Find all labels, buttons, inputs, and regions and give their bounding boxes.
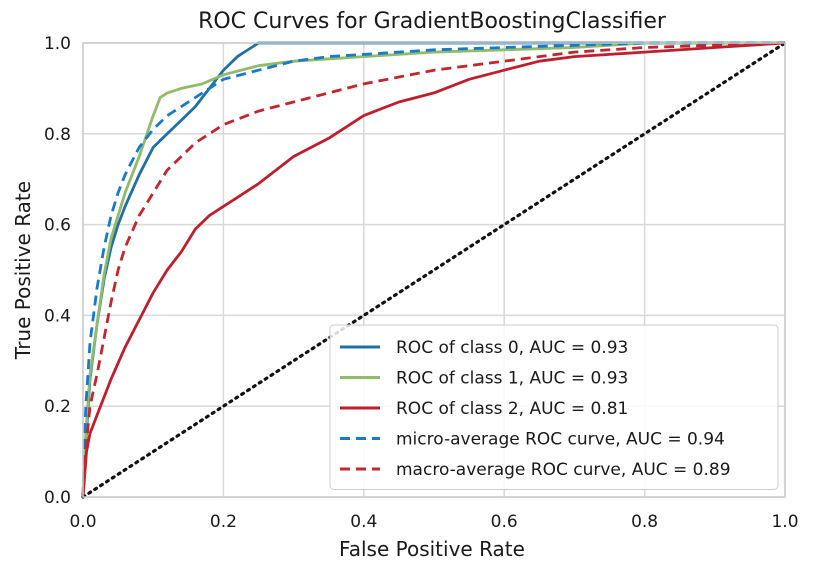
y-tick-label: 0.0 [44, 488, 71, 508]
y-tick-label: 0.4 [44, 306, 71, 326]
chart-title: ROC Curves for GradientBoostingClassifie… [198, 9, 667, 34]
y-tick-label: 0.2 [44, 397, 71, 417]
x-tick-label: 0.0 [69, 512, 96, 532]
legend: ROC of class 0, AUC = 0.93 ROC of class 1… [329, 324, 779, 490]
plot-frame [82, 42, 786, 498]
legend-label: micro-average ROC curve, AUC = 0.94 [396, 430, 725, 450]
roc-series-3 [81, 41, 785, 498]
x-tick-labels: 0.0 0.2 0.4 0.6 0.8 1.0 [69, 512, 798, 532]
legend-label: ROC of class 0, AUC = 0.93 [396, 338, 628, 358]
x-tick-label: 0.4 [350, 512, 377, 532]
roc-series-1 [81, 41, 785, 498]
y-axis-label: True Positive Rate [11, 181, 35, 360]
x-tick-label: 0.2 [210, 512, 237, 532]
x-tick-label: 1.0 [771, 512, 798, 532]
legend-label: ROC of class 2, AUC = 0.81 [396, 399, 628, 419]
legend-label: ROC of class 1, AUC = 0.93 [396, 369, 628, 389]
y-tick-label: 1.0 [44, 34, 71, 54]
legend-box [329, 324, 779, 490]
x-tick-label: 0.6 [491, 512, 518, 532]
x-axis-label: False Positive Rate [339, 537, 525, 561]
legend-label: macro-average ROC curve, AUC = 0.89 [396, 460, 731, 480]
chance-diagonal-line [81, 41, 787, 499]
y-tick-labels: 0.0 0.2 0.4 0.6 0.8 1.0 [44, 34, 71, 508]
x-tick-label: 0.8 [631, 512, 658, 532]
y-tick-label: 0.6 [44, 216, 71, 236]
roc-series-2 [81, 41, 786, 498]
roc-series-4 [81, 41, 786, 498]
y-tick-label: 0.8 [44, 125, 71, 145]
